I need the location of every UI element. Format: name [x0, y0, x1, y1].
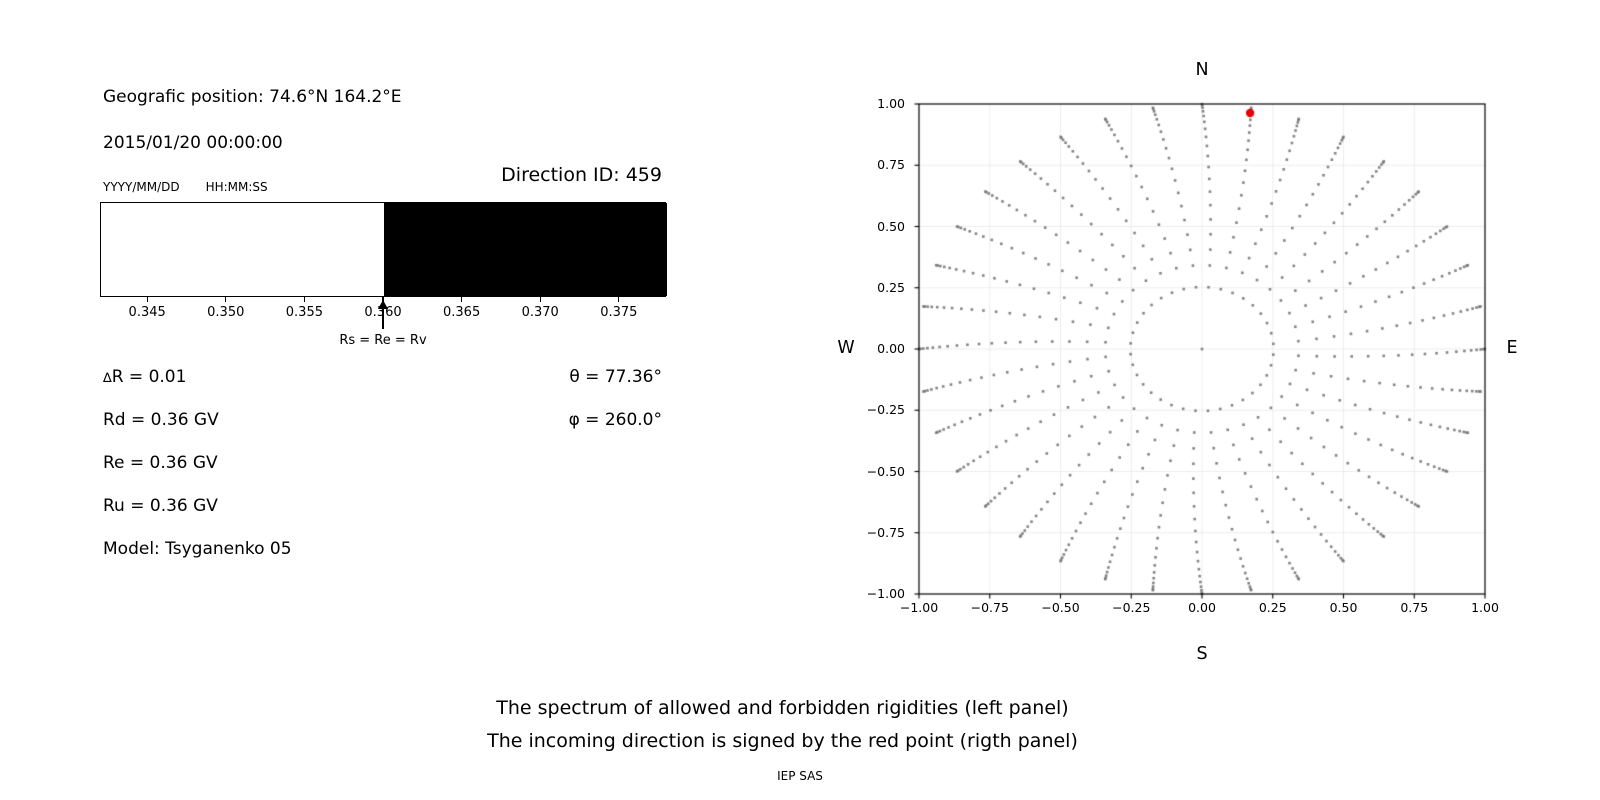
datetime-format-labels: YYYY/MM/DD HH:MM:SS — [103, 180, 268, 194]
spectrum-tick-mark — [225, 297, 227, 302]
y-tick-label: 0.00 — [877, 341, 905, 356]
datetime-text: 2015/01/20 00:00:00 — [103, 133, 283, 153]
marker-label: Rs = Re = Rv — [339, 333, 427, 348]
credit-text: IEP SAS — [777, 769, 823, 783]
caption-line-2: The incoming direction is signed by the … — [487, 730, 1078, 752]
y-tick-label: −0.25 — [866, 402, 905, 418]
spectrum-tick-label: 0.370 — [521, 305, 559, 320]
caption-line-1: The spectrum of allowed and forbidden ri… — [496, 697, 1069, 719]
param-re: Re = 0.36 GV — [103, 453, 218, 473]
compass-north-label: N — [1195, 60, 1209, 80]
y-tick-label: 0.50 — [877, 218, 905, 234]
x-tick-label: 1.00 — [1471, 600, 1499, 615]
direction-id-text: Direction ID: 459 — [501, 164, 662, 186]
spectrum-tick-label: 0.375 — [600, 305, 638, 320]
spectrum-segment-forbidden — [384, 203, 667, 296]
spectrum-tick-label: 0.350 — [207, 305, 245, 320]
param-theta: θ = 77.36° — [569, 367, 662, 387]
marker-arrow-head — [378, 300, 388, 309]
spectrum-tick-mark — [146, 297, 148, 302]
y-tick-label: 0.25 — [877, 279, 905, 295]
param-phi: φ = 260.0° — [568, 410, 662, 430]
spectrum-tick-label: 0.355 — [285, 305, 323, 320]
direction-scatter-plot — [909, 94, 1499, 604]
x-tick-label: −1.00 — [899, 600, 939, 615]
spectrum-tick-mark — [382, 297, 384, 302]
param-delta-r-value: R = 0.01 — [111, 367, 187, 387]
y-tick-label: −0.75 — [866, 524, 905, 540]
marker-arrow-line — [382, 308, 384, 329]
time-format-label: HH:MM:SS — [205, 180, 268, 194]
date-format-label: YYYY/MM/DD — [103, 180, 180, 194]
x-tick-label: 0.00 — [1188, 600, 1216, 615]
spectrum-tick-label: 0.345 — [128, 305, 166, 320]
x-tick-label: −0.75 — [970, 600, 1009, 615]
spectrum-tick-label: 0.365 — [443, 305, 481, 320]
x-tick-label: −0.50 — [1041, 600, 1080, 615]
x-tick-label: −0.25 — [1112, 600, 1151, 615]
compass-east-label: E — [1506, 338, 1518, 358]
compass-south-label: S — [1196, 644, 1208, 664]
param-model: Model: Tsyganenko 05 — [103, 539, 292, 559]
param-delta-r: ∆R = 0.01 — [103, 368, 523, 388]
spectrum-tick-mark — [303, 297, 306, 302]
param-rd: Rd = 0.36 GV — [103, 410, 219, 430]
y-tick-label: −1.00 — [866, 586, 905, 601]
y-tick-label: −0.50 — [866, 463, 905, 479]
geo-position-text: Geografic position: 74.6°N 164.2°E — [103, 87, 402, 107]
rigidity-spectrum-bar — [100, 202, 667, 297]
y-tick-label: 0.75 — [877, 157, 905, 173]
delta-symbol: ∆ — [103, 371, 112, 386]
spectrum-segment-allowed — [101, 203, 384, 296]
spectrum-tick-mark — [539, 297, 541, 302]
spectrum-tick-mark — [460, 297, 463, 302]
spectrum-tick-mark — [618, 297, 620, 302]
compass-west-label: W — [837, 338, 855, 358]
x-tick-label: 0.75 — [1400, 600, 1429, 615]
x-tick-label: 0.25 — [1258, 600, 1287, 615]
y-tick-label: 1.00 — [877, 96, 905, 111]
x-tick-label: 0.50 — [1329, 600, 1358, 615]
param-ru: Ru = 0.36 GV — [103, 496, 218, 516]
